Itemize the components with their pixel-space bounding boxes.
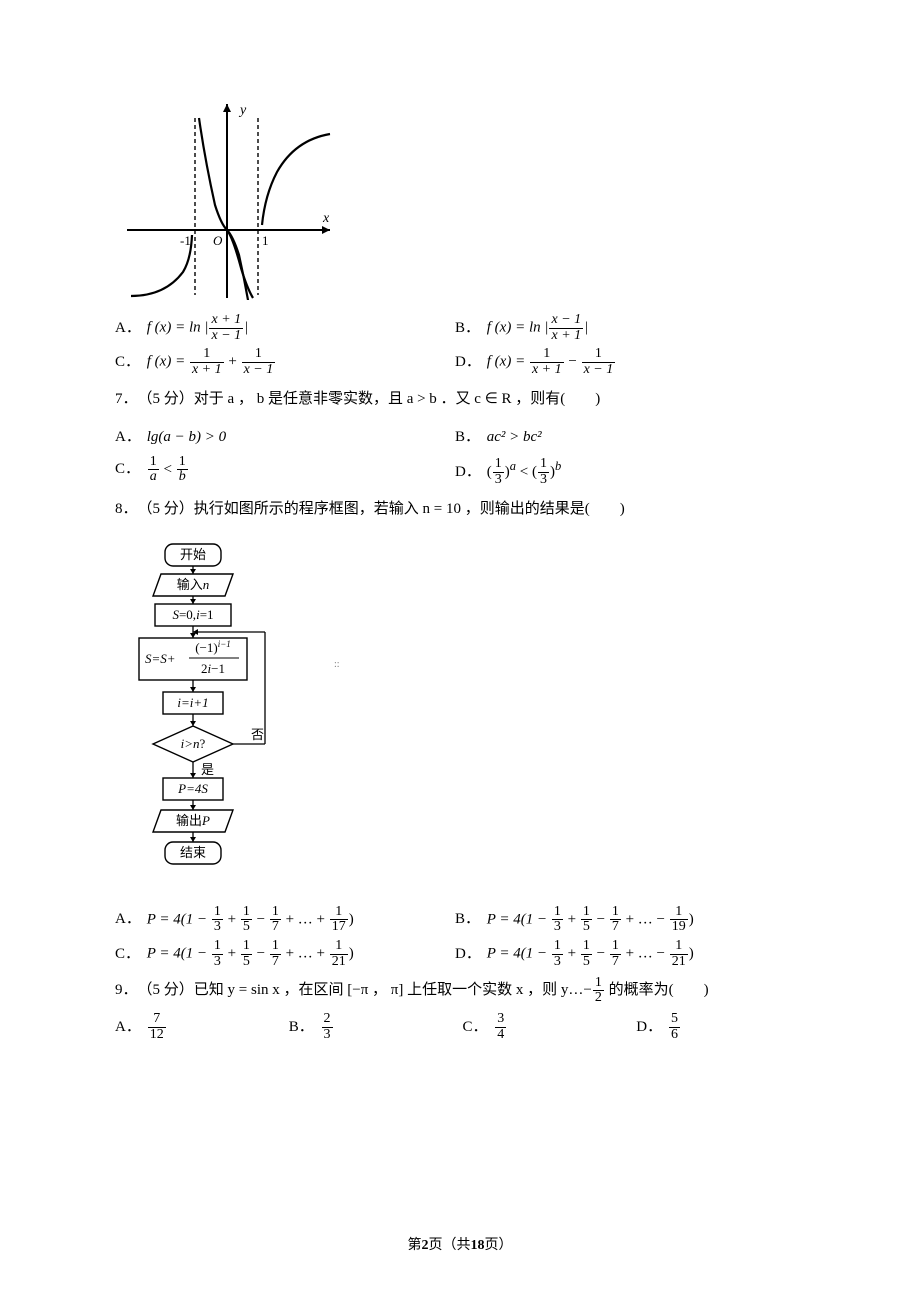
- svg-text:2i−1: 2i−1: [201, 661, 225, 676]
- svg-text:开始: 开始: [180, 547, 206, 562]
- q8-text: 执行如图所示的程序框图，若输入 n = 10 ，则输出的结果是( ): [194, 494, 625, 524]
- svg-text:结束: 结束: [180, 845, 206, 860]
- q7-points: （5 分）: [138, 384, 194, 414]
- q6-function-graph: y x O -1 1: [125, 100, 810, 305]
- q9-opt-a: A． 712: [115, 1012, 289, 1043]
- svg-text:输入n: 输入n: [177, 577, 210, 592]
- q9-opt-c: C． 34: [463, 1012, 637, 1043]
- q7-number: 7．: [115, 384, 138, 414]
- q7: 7． （5 分） 对于 a ， b 是任意非零实数，且 a > b ．又 c ∈…: [115, 384, 810, 488]
- svg-text:i=i+1: i=i+1: [177, 695, 208, 710]
- q9-number: 9．: [115, 975, 138, 1005]
- q7-text: 对于 a ， b 是任意非零实数，且 a > b ．又 c ∈ R ，则有( ): [194, 384, 601, 414]
- q8-opt-a: A． P = 4(1 − 13 + 15 − 17 + … + 117): [115, 905, 455, 935]
- q7-opt-a: A． lg(a − b) > 0: [115, 424, 455, 451]
- q6-opt-d: D． f (x) = 1x + 1 − 1x − 1: [455, 347, 810, 377]
- svg-text:P=4S: P=4S: [177, 781, 208, 796]
- svg-text:是: 是: [201, 762, 214, 777]
- q8-opt-d: D． P = 4(1 − 13 + 15 − 17 + … − 121): [455, 939, 810, 969]
- svg-text:(−1)i−1: (−1)i−1: [195, 639, 231, 655]
- svg-text:O: O: [213, 233, 223, 248]
- q7-opt-c: C． 1a < 1b: [115, 455, 455, 488]
- page-center-marker: ::: [334, 659, 340, 670]
- q9-points: （5 分）: [138, 975, 194, 1005]
- q6-opt-b: B． f (x) = ln |x − 1x + 1|: [455, 313, 810, 343]
- q7-opt-d: D． (13)a < (13)b: [455, 455, 810, 488]
- q8-flowchart: 开始 输入n S=0,i=1 S=S+ (−1)i−1 2i−1 i=: [125, 542, 810, 893]
- q8: 8． （5 分） 执行如图所示的程序框图，若输入 n = 10 ，则输出的结果是…: [115, 494, 810, 970]
- q8-opt-b: B． P = 4(1 − 13 + 15 − 17 + … − 119): [455, 905, 810, 935]
- svg-text:i>n?: i>n?: [181, 736, 206, 751]
- q7-opt-b: B． ac² > bc²: [455, 424, 810, 451]
- q6-opt-a: A． f (x) = ln |x + 1x − 1|: [115, 313, 455, 343]
- svg-text:1: 1: [262, 233, 269, 248]
- svg-text:S=S+: S=S+: [145, 651, 176, 666]
- svg-text:-1: -1: [180, 233, 191, 248]
- q6-options: A． f (x) = ln |x + 1x − 1| B． f (x) = ln…: [115, 313, 810, 378]
- page-footer: 第2页（共18页）: [0, 1234, 920, 1254]
- svg-text:否: 否: [251, 727, 264, 742]
- svg-text:输出P: 输出P: [176, 813, 210, 828]
- q9-opt-d: D． 56: [636, 1012, 810, 1043]
- q9-opt-b: B． 23: [289, 1012, 463, 1043]
- q8-number: 8．: [115, 494, 138, 524]
- q8-points: （5 分）: [138, 494, 194, 524]
- q9-text: 已知 y = sin x ，在区间 [−π ， π] 上任取一个实数 x ，则 …: [194, 975, 709, 1006]
- q6-opt-c: C． f (x) = 1x + 1 + 1x − 1: [115, 347, 455, 377]
- svg-text:S=0,i=1: S=0,i=1: [172, 607, 213, 622]
- svg-text:y: y: [238, 103, 247, 118]
- svg-text:x: x: [322, 211, 330, 226]
- q9: 9． （5 分） 已知 y = sin x ，在区间 [−π ， π] 上任取一…: [115, 975, 810, 1043]
- q8-opt-c: C． P = 4(1 − 13 + 15 − 17 + … + 121): [115, 939, 455, 969]
